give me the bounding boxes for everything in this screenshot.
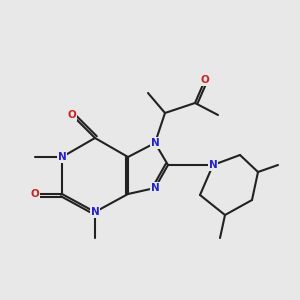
Text: N: N (58, 152, 66, 162)
Text: N: N (151, 183, 159, 193)
Text: N: N (208, 160, 217, 170)
Text: O: O (31, 189, 39, 199)
Text: O: O (201, 75, 209, 85)
Text: N: N (151, 138, 159, 148)
Text: N: N (91, 207, 99, 217)
Text: O: O (68, 110, 76, 120)
